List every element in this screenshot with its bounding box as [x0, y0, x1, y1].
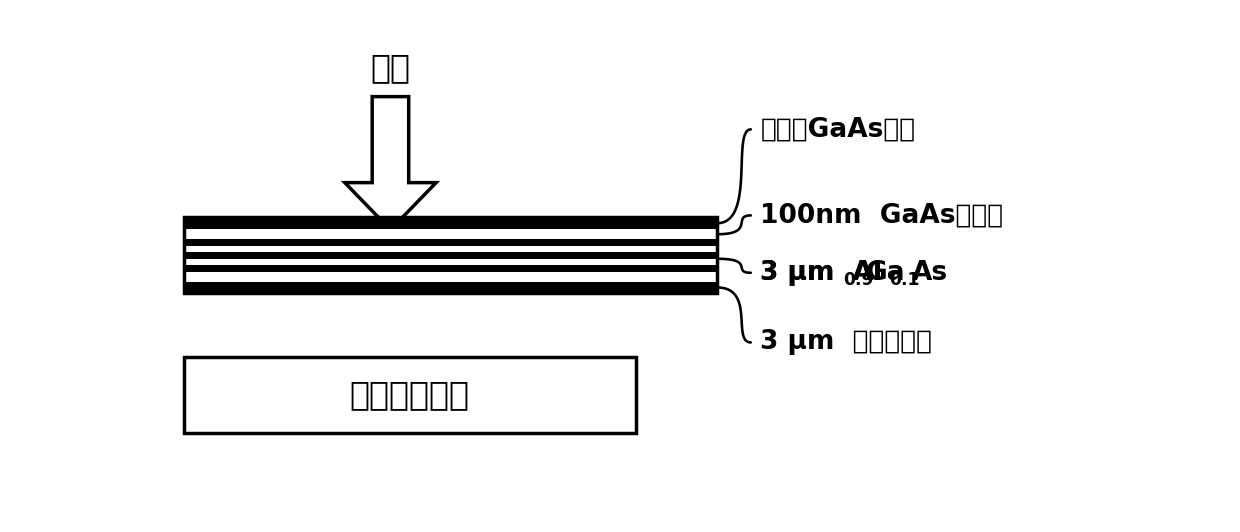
Bar [184, 252, 717, 259]
Bar [184, 218, 717, 229]
Bar [184, 282, 717, 293]
Text: 3 μm  Al: 3 μm Al [760, 260, 883, 286]
Text: 3 μm  低温砷化镓: 3 μm 低温砷化镓 [760, 329, 932, 355]
Text: 聚酰亚胺薄膜: 聚酰亚胺薄膜 [350, 378, 470, 411]
Bar [184, 265, 717, 272]
Text: Ga: Ga [866, 260, 905, 286]
Bar [184, 218, 717, 293]
Text: 3 μm  Al: 3 μm Al [760, 260, 883, 286]
Text: 0.1: 0.1 [889, 271, 919, 289]
Text: 100nm  GaAs缓冲层: 100nm GaAs缓冲层 [760, 202, 1003, 228]
Text: As: As [911, 260, 947, 286]
Bar [184, 357, 635, 433]
Text: 半绝缘GaAs衬底: 半绝缘GaAs衬底 [760, 117, 915, 143]
Text: 轻压: 轻压 [371, 51, 410, 84]
Polygon shape [345, 97, 436, 230]
Bar [184, 239, 717, 246]
Text: 0.9: 0.9 [843, 271, 874, 289]
Bar [184, 218, 717, 293]
